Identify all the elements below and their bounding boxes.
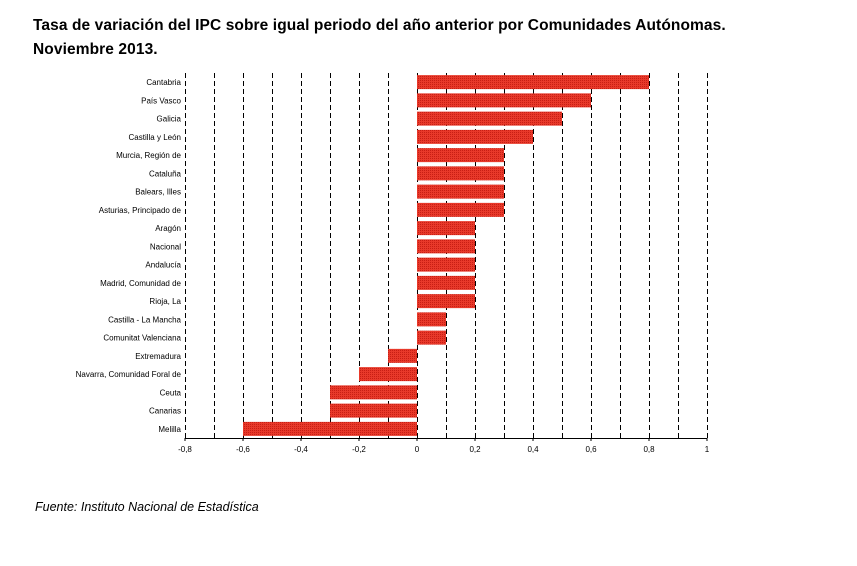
bar: [417, 75, 649, 90]
x-tick-label: 0,8: [643, 445, 655, 454]
x-tick-label: 0,2: [469, 445, 481, 454]
bar: [417, 257, 475, 272]
bar: [417, 166, 504, 181]
category-label: Castilla - La Mancha: [108, 315, 181, 324]
chart-title-line-1: Tasa de variación del IPC sobre igual pe…: [33, 17, 726, 34]
bar: [417, 111, 562, 126]
x-tick-label: 0,4: [527, 445, 539, 454]
category-label: Navarra, Comunidad Foral de: [76, 370, 182, 379]
x-tick-label: 0,6: [585, 445, 597, 454]
x-tick-label: -0,4: [294, 445, 308, 454]
bar: [417, 148, 504, 163]
category-label: Andalucía: [145, 261, 181, 270]
chart-title-line-2: Noviembre 2013.: [33, 41, 158, 58]
category-label: Nacional: [150, 242, 181, 251]
bar: [417, 294, 475, 309]
bar: [330, 385, 417, 400]
category-label: Murcia, Región de: [116, 151, 181, 160]
bar: [359, 367, 417, 382]
category-label: Ceuta: [160, 388, 182, 397]
bar: [388, 348, 417, 363]
category-label: Rioja, La: [149, 297, 181, 306]
chart-title: Tasa de variación del IPC sobre igual pe…: [33, 14, 848, 62]
bar: [417, 93, 591, 108]
category-label: Balears, Illes: [135, 188, 181, 197]
bar: [330, 403, 417, 418]
category-label: Cataluña: [149, 169, 182, 178]
bar: [417, 239, 475, 254]
source-note: Fuente: Instituto Nacional de Estadístic…: [35, 500, 259, 514]
category-label: Melilla: [158, 425, 181, 434]
bar: [243, 421, 417, 436]
category-label: Asturias, Principado de: [99, 206, 182, 215]
bar: [417, 275, 475, 290]
bar: [417, 221, 475, 236]
bar: [417, 312, 446, 327]
category-label: Castilla y León: [129, 133, 181, 142]
x-tick-label: -0,8: [178, 445, 192, 454]
bar: [417, 129, 533, 144]
category-label: Canarias: [149, 407, 181, 416]
category-label: Aragón: [155, 224, 181, 233]
x-tick-label: -0,2: [352, 445, 366, 454]
x-tick-label: -0,6: [236, 445, 250, 454]
bar: [417, 202, 504, 217]
category-label: Comunitat Valenciana: [103, 334, 181, 343]
bar: [417, 330, 446, 345]
category-label: Madrid, Comunidad de: [100, 279, 181, 288]
x-tick-label: 0: [415, 445, 420, 454]
category-label: Galicia: [157, 115, 182, 124]
category-label: País Vasco: [141, 96, 181, 105]
bar: [417, 184, 504, 199]
category-label: Extremadura: [135, 352, 181, 361]
x-tick-label: 1: [705, 445, 710, 454]
category-label: Cantabria: [146, 78, 181, 87]
